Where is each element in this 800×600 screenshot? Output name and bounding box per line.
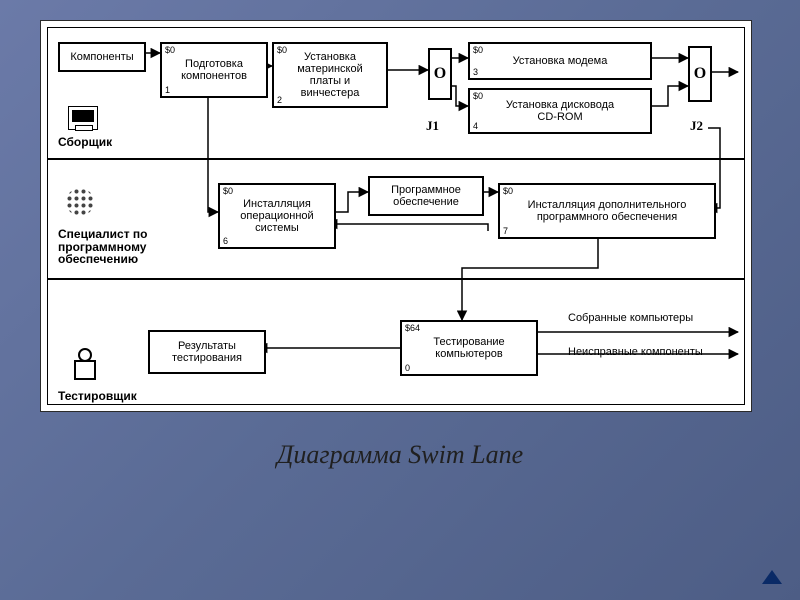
junction-O1: O [428, 48, 452, 100]
arrow [208, 90, 218, 212]
role-label: Сборщик [58, 136, 112, 149]
lane-divider [48, 158, 744, 160]
node-cdrom: Установка дисководаCD-ROM$04 [468, 88, 652, 134]
node-test: Тестированиекомпьютеров$640 [400, 320, 538, 376]
node-results: Результатытестирования [148, 330, 266, 374]
node-components: Компоненты [58, 42, 146, 72]
role-label: Тестировщик [58, 390, 137, 403]
node-soft: Программноеобеспечение [368, 176, 484, 216]
lane-divider [48, 278, 744, 280]
node-modem: Установка модема$03 [468, 42, 652, 80]
slide: Сборщик Специалист попрограммномуобеспече… [0, 0, 800, 600]
arrow [328, 224, 488, 231]
output-label: Неисправные компоненты [568, 346, 703, 358]
role-label: Специалист попрограммномуобеспечению [58, 228, 147, 266]
next-slide-icon[interactable] [762, 570, 782, 584]
node-addsoft: Инсталляция дополнительногопрограммного … [498, 183, 716, 239]
junction-O2: O [688, 46, 712, 102]
gear-icon [66, 188, 94, 216]
arrow [462, 231, 598, 320]
diagram-panel: Сборщик Специалист попрограммномуобеспече… [40, 20, 752, 412]
node-os: Инсталляцияоперационнойсистемы$06 [218, 183, 336, 249]
junction-label: J1 [426, 118, 439, 134]
person-icon [72, 348, 94, 378]
swimlane-diagram: Сборщик Специалист попрограммномуобеспече… [47, 27, 745, 405]
computer-icon [68, 106, 98, 130]
node-mb: Установкаматеринскойплаты ивинчестера$02 [272, 42, 388, 108]
node-prep: Подготовкакомпонентов$01 [160, 42, 268, 98]
caption: Диаграмма Swim Lane [0, 440, 800, 470]
output-label: Собранные компьютеры [568, 312, 693, 324]
junction-label: J2 [690, 118, 703, 134]
